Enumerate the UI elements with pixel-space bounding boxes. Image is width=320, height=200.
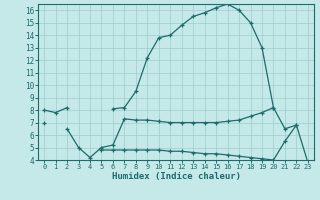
X-axis label: Humidex (Indice chaleur): Humidex (Indice chaleur) [111,172,241,181]
